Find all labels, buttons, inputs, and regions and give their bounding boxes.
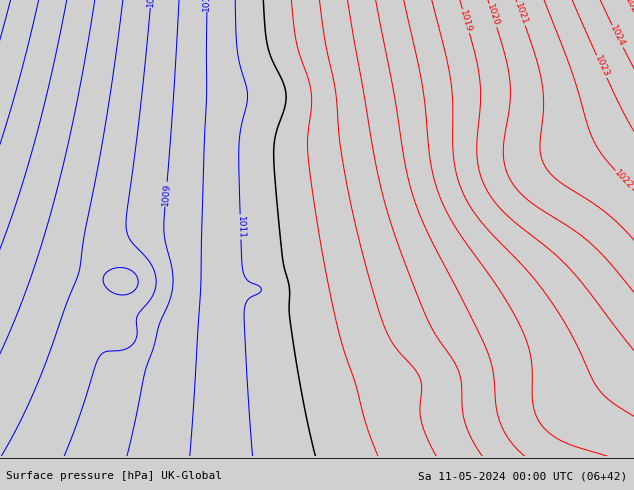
Text: 1022: 1022	[613, 168, 634, 191]
Text: Surface pressure [hPa] UK-Global: Surface pressure [hPa] UK-Global	[6, 471, 223, 481]
Text: 1009: 1009	[160, 182, 172, 206]
Text: 1008: 1008	[146, 0, 157, 7]
Text: 1011: 1011	[236, 215, 245, 239]
Text: 1025: 1025	[623, 0, 634, 21]
Text: 1010: 1010	[202, 0, 212, 11]
Text: 1020: 1020	[485, 3, 501, 28]
Text: Sa 11-05-2024 00:00 UTC (06+42): Sa 11-05-2024 00:00 UTC (06+42)	[418, 471, 628, 481]
Text: 1024: 1024	[609, 24, 626, 49]
Text: 1019: 1019	[458, 9, 474, 33]
Text: 1021: 1021	[513, 1, 529, 26]
Text: 1023: 1023	[593, 54, 611, 79]
